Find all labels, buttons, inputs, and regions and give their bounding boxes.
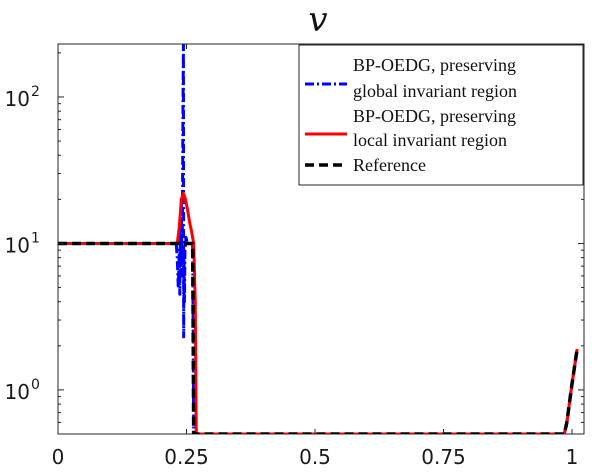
legend-label-3: Reference bbox=[353, 155, 426, 175]
legend-label-2: local invariant region bbox=[353, 130, 507, 150]
x-tick-label: 0.5 bbox=[299, 445, 331, 469]
legend: BP-OEDG, preserving global invariant regi… bbox=[298, 44, 584, 186]
y-tick-exponent: 2 bbox=[31, 84, 40, 100]
y-tick-label: 10 bbox=[5, 87, 30, 111]
chart-title: v bbox=[308, 0, 327, 40]
series-line-3 bbox=[58, 241, 579, 434]
x-tick-label: 0.75 bbox=[421, 445, 466, 469]
series-layer bbox=[58, 44, 579, 434]
legend-box bbox=[298, 44, 584, 186]
x-tick-label: 0 bbox=[52, 445, 65, 469]
legend-label-1: global invariant region bbox=[353, 81, 517, 101]
legend-label-1: BP-OEDG, preserving bbox=[353, 55, 516, 75]
y-tick-exponent: 0 bbox=[31, 377, 40, 393]
y-tick-exponent: 1 bbox=[31, 230, 40, 246]
x-axis: 0 0.25 0.5 0.75 1 bbox=[52, 44, 579, 469]
x-tick-label: 0.25 bbox=[164, 445, 209, 469]
y-tick-label: 10 bbox=[5, 380, 30, 404]
legend-label-2: BP-OEDG, preserving bbox=[353, 106, 516, 126]
y-tick-label: 10 bbox=[5, 233, 30, 257]
series-line-1 bbox=[58, 44, 579, 434]
x-tick-label: 1 bbox=[566, 445, 579, 469]
